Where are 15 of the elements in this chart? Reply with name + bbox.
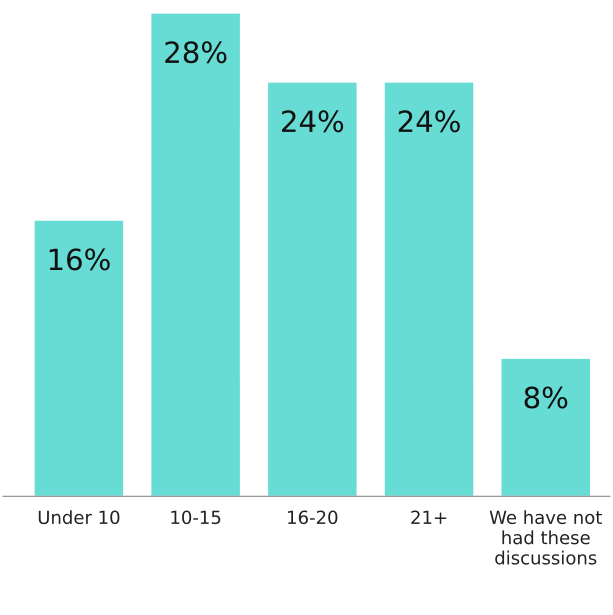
x-tick-label: 21+ [411, 510, 446, 524]
data-label: 24% [398, 110, 460, 132]
bar [266, 81, 358, 496]
data-label: 28% [165, 41, 226, 64]
data-label: 24% [282, 110, 344, 132]
x-tick-label: 16-20 [288, 510, 338, 524]
data-label: 16% [50, 248, 110, 270]
bar [150, 12, 242, 496]
bar [500, 358, 592, 496]
data-label: 8% [524, 386, 568, 409]
x-tick-label: Under 10 [38, 510, 120, 524]
x-tick-label: 10-15 [171, 510, 220, 524]
bar [383, 81, 475, 496]
x-tick-label: We have not had these discussions [490, 510, 602, 565]
bar [33, 219, 125, 496]
